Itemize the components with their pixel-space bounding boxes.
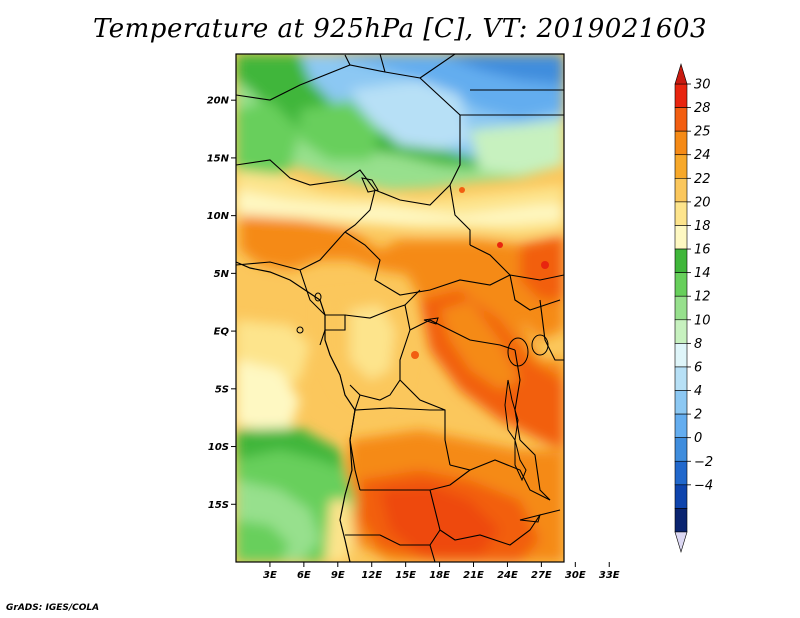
colorbar-swatch xyxy=(674,343,688,368)
colorbar-label: 25 xyxy=(694,125,711,140)
lon-tick-label: 3E xyxy=(263,570,277,581)
lakes xyxy=(296,177,549,523)
colorbar-label: 30 xyxy=(694,78,711,93)
colorbar-label: 24 xyxy=(694,148,711,163)
colorbar-swatch xyxy=(674,366,688,391)
colorbar-label: 4 xyxy=(694,384,702,399)
lon-tick-label: 21E xyxy=(463,570,484,581)
colorbar-swatch xyxy=(674,508,688,533)
colorbar-label: 12 xyxy=(694,290,711,305)
map-title: Temperature at 925hPa [C], VT: 201902160… xyxy=(92,14,708,44)
lat-tick-label: 15N xyxy=(207,153,230,164)
colorbar-top-arrow xyxy=(674,62,688,85)
credit-label: GrADS: IGES/COLA xyxy=(6,603,100,613)
colorbar-label: 0 xyxy=(694,431,702,446)
lon-tick-label: 9E xyxy=(331,570,345,581)
temperature-field xyxy=(236,54,564,562)
lon-tick-label: 30E xyxy=(565,570,586,581)
colorbar-swatch xyxy=(674,107,688,132)
lon-tick-label: 12E xyxy=(361,570,382,581)
lon-tick-label: 27E xyxy=(531,570,552,581)
colorbar-swatch xyxy=(674,437,688,462)
colorbar-label: 10 xyxy=(694,313,711,328)
colorbar-swatch xyxy=(674,248,688,273)
latitude-axis: 20N 15N 10N 5N EQ 5S 10S 15S xyxy=(207,96,236,511)
lat-tick-label: 20N xyxy=(207,96,230,107)
colorbar-label: −4 xyxy=(694,478,713,493)
lon-tick-label: 24E xyxy=(497,570,518,581)
colorbar-swatch xyxy=(674,413,688,438)
colorbar-swatch xyxy=(674,390,688,415)
map-frame xyxy=(235,53,565,563)
lon-tick-label: 18E xyxy=(429,570,450,581)
country-boundaries xyxy=(236,54,564,562)
colorbar-swatch xyxy=(674,83,688,108)
longitude-axis: 3E 6E 9E 12E 15E 18E 21E 24E 27E 30E 33E xyxy=(263,562,620,581)
colorbar-swatch xyxy=(674,319,688,344)
colorbar-swatch xyxy=(674,460,688,486)
colorbar-swatch xyxy=(674,225,688,250)
colorbar-label: 8 xyxy=(694,337,702,352)
colorbar-label: 20 xyxy=(694,195,711,210)
colorbar-swatch xyxy=(674,201,688,226)
lat-tick-label: EQ xyxy=(214,327,230,338)
lat-tick-label: 10S xyxy=(208,442,229,453)
lon-tick-label: 6E xyxy=(297,570,311,581)
colorbar-swatch xyxy=(674,154,688,179)
colorbar-label: 16 xyxy=(694,243,711,258)
colorbar-label: 28 xyxy=(694,101,711,116)
colorbar-label: 18 xyxy=(694,219,711,234)
colorbar-label: 6 xyxy=(694,360,702,375)
lat-tick-label: 5N xyxy=(214,269,230,280)
lat-tick-label: 15S xyxy=(208,500,229,511)
lat-tick-label: 10N xyxy=(207,211,230,222)
lon-tick-label: 33E xyxy=(599,570,620,581)
colorbar-bottom-arrow xyxy=(674,531,688,554)
colorbar-label: −2 xyxy=(694,455,713,470)
lon-tick-label: 15E xyxy=(395,570,416,581)
colorbar-swatch xyxy=(674,272,688,297)
colorbar-label: 14 xyxy=(694,266,711,281)
colorbar-swatch xyxy=(674,178,688,203)
lat-tick-label: 5S xyxy=(215,384,229,395)
colorbar-label: 22 xyxy=(694,172,711,187)
coastline xyxy=(236,261,356,562)
colorbar-swatch xyxy=(674,295,688,321)
colorbar-label: 2 xyxy=(694,408,702,423)
colorbar-swatch xyxy=(674,130,688,156)
colorbar-swatch xyxy=(674,484,688,509)
